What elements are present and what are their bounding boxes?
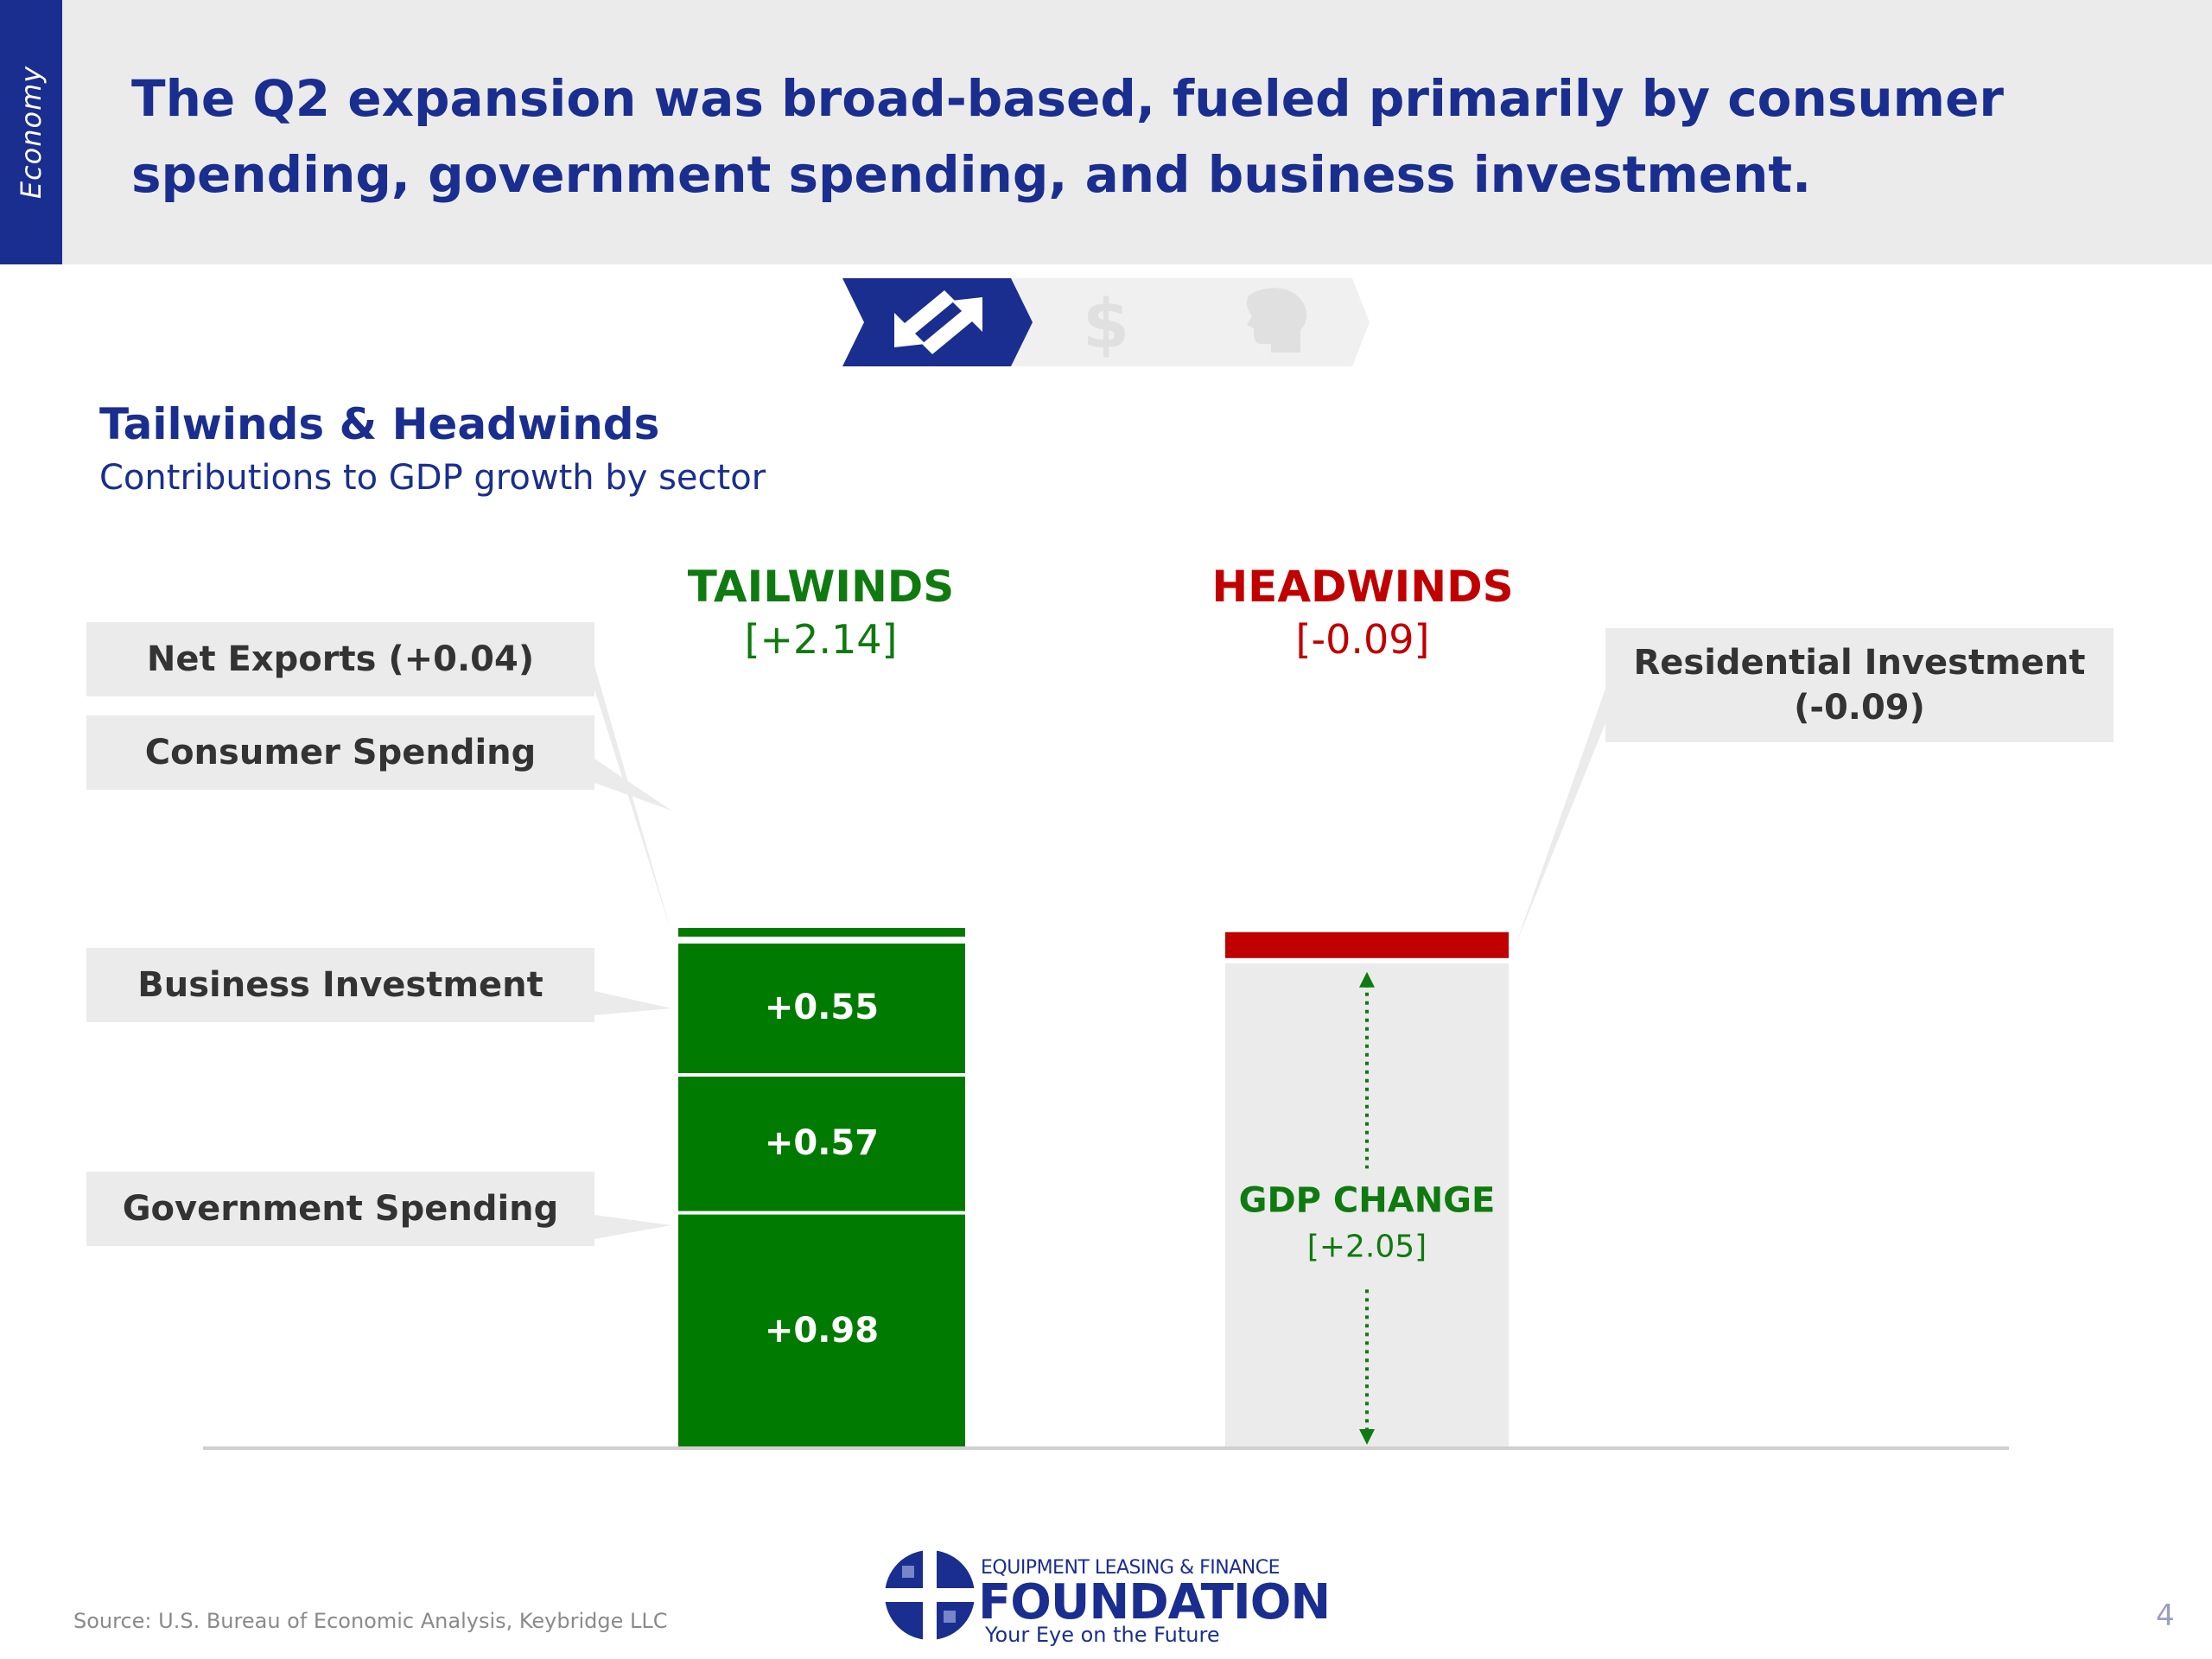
section-tab[interactable]: Economy (0, 0, 62, 264)
globe-logo-icon (885, 1550, 975, 1640)
nav-chevron-growth[interactable] (842, 278, 1037, 366)
logo-tagline: Your Eye on the Future (985, 1623, 1220, 1647)
growth-arrows-icon (894, 290, 982, 354)
tailwinds-headwinds-chart: +0.98 +0.57 +0.55 GDP CHANGE [+2.05] TAILWI… (203, 562, 2009, 1450)
logo-main: FOUNDATION (978, 1574, 1331, 1630)
callout-business-investment: Business Investment (86, 948, 594, 1022)
callout-pointers (594, 665, 1605, 1239)
callout-residential-investment: Residential Investment (-0.09) (1605, 628, 2113, 742)
page-number: 4 (2156, 1599, 2175, 1633)
bar-label-business-investment: +0.57 (765, 1123, 879, 1163)
bar-net-exports (678, 928, 965, 937)
logo-top-line: EQUIPMENT LEASING & FINANCE (981, 1557, 1281, 1579)
nav-chevron-dollar[interactable]: $ (1011, 278, 1205, 366)
chart-title: Tailwinds & Headwinds (99, 399, 660, 449)
chart-subtitle: Contributions to GDP growth by sector (99, 458, 766, 498)
bar-label-consumer-spending: +0.55 (765, 988, 879, 1027)
callout-net-exports: Net Exports (+0.04) (86, 622, 594, 696)
callout-pointer (594, 1215, 671, 1239)
arrow-down-icon (1359, 1429, 1375, 1445)
callout-pointer (594, 759, 671, 810)
callout-government-spending: Government Spending (86, 1172, 594, 1246)
callout-residential-line1: Residential Investment (1633, 643, 2086, 683)
source-note: Source: U.S. Bureau of Economic Analysis… (73, 1609, 668, 1633)
bar-consumer-spending (678, 944, 965, 1073)
bar-label-government-spending: +0.98 (765, 1311, 879, 1351)
dollar-icon: $ (1083, 286, 1129, 364)
section-nav: $ (842, 278, 1370, 366)
tailwinds-total: [+2.14] (745, 616, 898, 663)
bar-government-spending (678, 1214, 965, 1448)
headwinds-bars: GDP CHANGE [+2.05] (1225, 931, 1509, 1448)
money-head-icon (1246, 288, 1307, 353)
headwinds-label: HEADWINDS (1211, 562, 1513, 612)
slide-title: The Q2 expansion was broad-based, fueled… (131, 69, 2005, 204)
gdp-change-value: [+2.05] (1307, 1229, 1427, 1264)
bar-residential-investment (1225, 931, 1509, 958)
nav-chevron-money-head[interactable] (1179, 278, 1370, 366)
arrow-up-icon (1359, 971, 1375, 988)
headwinds-total: [-0.09] (1296, 616, 1430, 663)
callout-residential-line2: (-0.09) (1794, 688, 1925, 728)
gdp-change-label: GDP CHANGE (1239, 1180, 1496, 1220)
tailwinds-label: TAILWINDS (688, 562, 955, 612)
section-tab-label: Economy (15, 65, 48, 200)
tailwinds-bars: +0.98 +0.57 +0.55 (678, 928, 965, 1448)
callout-pointer (1516, 689, 1605, 945)
callout-consumer-spending: Consumer Spending (86, 715, 594, 790)
callout-pointer (594, 665, 671, 932)
callout-pointer (594, 991, 671, 1015)
bar-business-investment (678, 1077, 965, 1211)
header-band (0, 0, 2212, 264)
